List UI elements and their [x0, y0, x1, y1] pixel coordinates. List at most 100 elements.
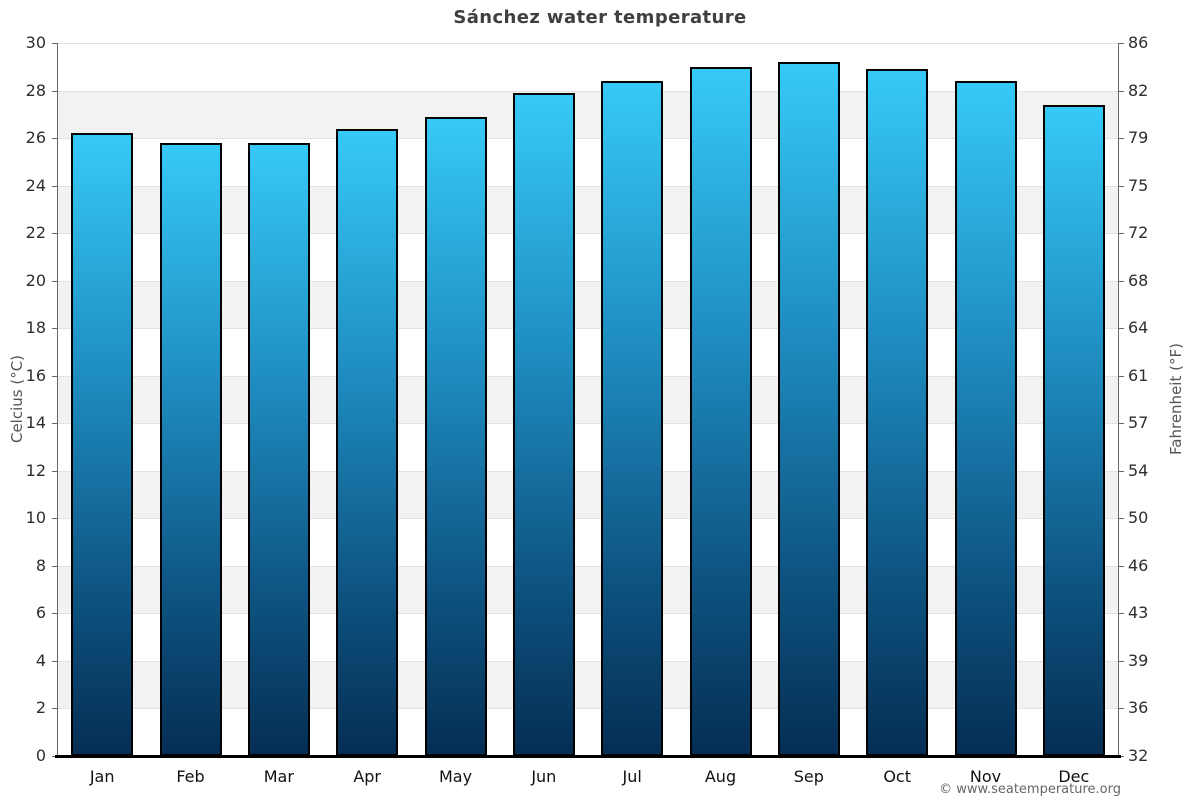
gridline [58, 613, 1118, 614]
celsius-tick-label: 10 [25, 508, 46, 527]
fahrenheit-tick-label: 86 [1128, 33, 1149, 52]
celsius-tick-label: 28 [25, 80, 46, 100]
gridline [58, 185, 1118, 187]
fahrenheit-tick [1119, 375, 1124, 377]
plot-band [58, 613, 1118, 661]
month-label-jun: Jun [531, 766, 557, 786]
fahrenheit-axis-title: Fahrenheit (°F) [1167, 343, 1185, 456]
plot-band [58, 185, 1118, 233]
fahrenheit-tick-label: 68 [1128, 270, 1149, 290]
month-label-mar: Mar [263, 766, 294, 786]
fahrenheit-tick-label: 36 [1128, 698, 1149, 717]
fahrenheit-tick-label: 39 [1128, 650, 1149, 670]
gridline [58, 138, 1118, 139]
fahrenheit-tick [1119, 470, 1124, 472]
celsius-tick [52, 280, 57, 282]
celsius-tick [52, 43, 57, 44]
month-label-apr: Apr [353, 766, 381, 786]
celsius-tick [52, 423, 57, 424]
celsius-tick [52, 708, 57, 709]
celsius-tick-label: 12 [25, 460, 46, 480]
bar-oct [866, 69, 929, 756]
celsius-tick-label: 30 [25, 33, 46, 52]
celsius-axis-title: Celcius (°C) [8, 355, 26, 444]
fahrenheit-tick-label: 32 [1128, 745, 1149, 765]
month-label-feb: Feb [176, 766, 205, 786]
celsius-tick-label: 26 [25, 128, 46, 147]
fahrenheit-tick [1119, 138, 1124, 139]
plot-band [58, 328, 1118, 376]
plot-band [58, 280, 1118, 328]
celsius-tick [52, 375, 57, 377]
celsius-tick [52, 185, 57, 187]
gridline [58, 375, 1118, 377]
plot-band [58, 43, 1118, 91]
month-label-dec: Dec [1058, 766, 1090, 786]
fahrenheit-tick-label: 43 [1128, 603, 1149, 622]
fahrenheit-tick [1119, 233, 1124, 234]
plot-band [58, 518, 1118, 566]
celsius-tick-label: 20 [25, 270, 46, 290]
plot-band [58, 660, 1118, 708]
celsius-tick [52, 90, 57, 92]
baseline [55, 754, 1121, 758]
celsius-tick-label: 0 [35, 745, 46, 765]
fahrenheit-tick-label: 72 [1128, 223, 1149, 242]
fahrenheit-tick-label: 64 [1128, 318, 1149, 337]
fahrenheit-tick [1119, 613, 1124, 614]
fahrenheit-tick [1119, 518, 1124, 519]
month-label-aug: Aug [704, 766, 737, 786]
bar-apr [336, 128, 399, 756]
bar-feb [159, 142, 222, 756]
fahrenheit-tick [1119, 185, 1124, 187]
celsius-axis-line [57, 43, 58, 756]
celsius-tick-label: 2 [35, 698, 46, 717]
celsius-tick [52, 470, 57, 472]
fahrenheit-tick [1119, 328, 1124, 329]
fahrenheit-tick [1119, 423, 1124, 424]
plot-area [58, 43, 1118, 756]
gridline [58, 660, 1118, 662]
bar-jan [71, 133, 134, 756]
gridline [58, 43, 1118, 44]
celsius-tick-label: 22 [25, 223, 46, 242]
bar-nov [954, 81, 1017, 756]
fahrenheit-tick-label: 61 [1128, 365, 1149, 385]
month-label-oct: Oct [883, 766, 911, 786]
copyright-text: © www.seatemperature.org [939, 782, 1121, 797]
fahrenheit-tick-label: 79 [1128, 128, 1149, 147]
gridline [58, 518, 1118, 519]
celsius-tick-label: 8 [35, 555, 46, 575]
fahrenheit-tick-label: 54 [1128, 460, 1149, 480]
celsius-tick [52, 613, 57, 614]
month-label-jul: Jul [622, 766, 642, 786]
month-label-sep: Sep [793, 766, 824, 786]
gridline [58, 470, 1118, 472]
plot-band [58, 90, 1118, 138]
gridline [58, 708, 1118, 709]
gridline [58, 328, 1118, 329]
celsius-tick-label: 4 [35, 650, 46, 670]
plot-band [58, 233, 1118, 281]
bar-may [424, 116, 487, 756]
plot-band [58, 708, 1118, 756]
month-label-may: May [438, 766, 473, 786]
gridline [58, 423, 1118, 424]
fahrenheit-tick-label: 50 [1128, 508, 1149, 527]
bar-dec [1042, 104, 1105, 756]
fahrenheit-tick [1119, 90, 1124, 92]
fahrenheit-tick-label: 75 [1128, 175, 1149, 195]
fahrenheit-tick-label: 46 [1128, 555, 1149, 575]
fahrenheit-axis-line [1118, 43, 1119, 756]
bar-mar [247, 142, 310, 756]
plot-band [58, 565, 1118, 613]
celsius-tick [52, 328, 57, 329]
celsius-tick-label: 14 [25, 413, 46, 432]
fahrenheit-tick-label: 57 [1128, 413, 1149, 432]
gridline [58, 233, 1118, 234]
fahrenheit-tick-label: 82 [1128, 80, 1149, 100]
gridline [58, 280, 1118, 282]
plot-band [58, 470, 1118, 518]
bar-sep [777, 62, 840, 756]
